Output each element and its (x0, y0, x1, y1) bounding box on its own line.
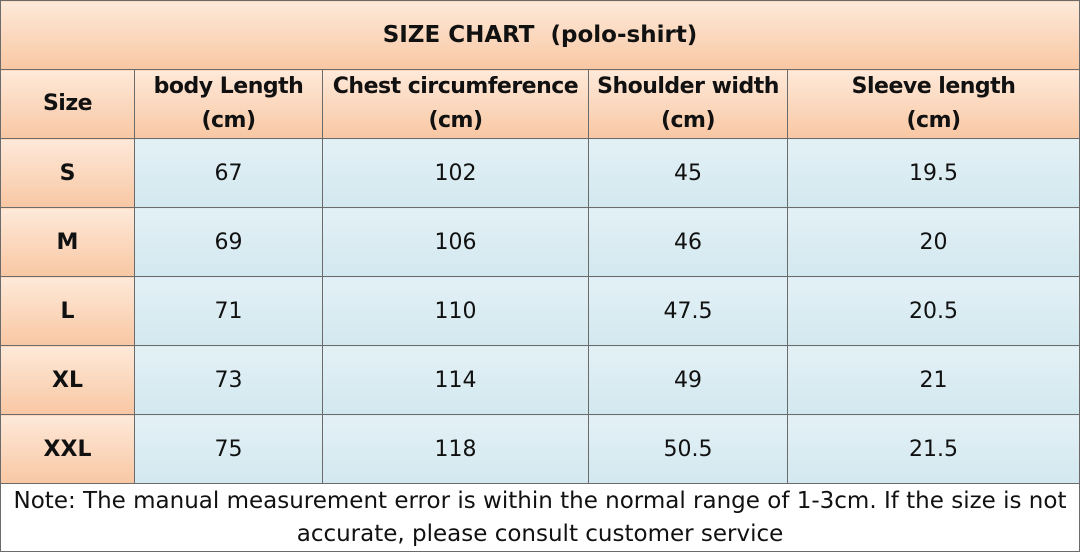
value-cell: 20.5 (786, 276, 1080, 346)
size-cell: XL (0, 345, 135, 415)
value-cell: 20 (786, 207, 1080, 277)
value-cell: 102 (322, 138, 589, 208)
note: Note: The manual measurement error is wi… (0, 483, 1080, 552)
value-cell: 110 (322, 276, 589, 346)
header-line: (cm) (906, 108, 961, 133)
size-cell: M (0, 207, 135, 277)
header-line: Size (42, 91, 93, 116)
value-cell: 69 (134, 207, 323, 277)
data-row: L 71 110 47.5 20.5 (0, 276, 1080, 346)
value-cell: 118 (322, 414, 589, 484)
header-line: (cm) (428, 108, 483, 133)
value-cell: 114 (322, 345, 589, 415)
size-cell: XXL (0, 414, 135, 484)
value-cell: 46 (588, 207, 788, 277)
value-cell: 71 (134, 276, 323, 346)
data-row: S 67 102 45 19.5 (0, 138, 1080, 208)
data-row: XXL 75 118 50.5 21.5 (0, 414, 1080, 484)
value-cell: 19.5 (786, 138, 1080, 208)
value-cell: 73 (134, 345, 323, 415)
value-cell: 106 (322, 207, 589, 277)
value-cell: 75 (134, 414, 323, 484)
value-cell: 47.5 (588, 276, 788, 346)
header-line: Chest circumference (332, 74, 579, 99)
header-cell: Size (0, 69, 135, 139)
value-cell: 67 (134, 138, 323, 208)
title: SIZE CHART (polo-shirt) (0, 0, 1080, 70)
data-row: M 69 106 46 20 (0, 207, 1080, 277)
data-row: XL 73 114 49 21 (0, 345, 1080, 415)
header-cell: Chest circumference (cm) (322, 69, 589, 139)
value-cell: 45 (588, 138, 788, 208)
header-row: Size body Length (cm) Chest circumference (c… (0, 69, 1080, 139)
header-line: Shoulder width (597, 74, 779, 99)
header-line: (cm) (201, 108, 256, 133)
note-row: Note: The manual measurement error is wi… (0, 483, 1080, 552)
header-line: (cm) (660, 108, 716, 133)
header-line: Sleeve length (851, 74, 1016, 99)
value-cell: 21.5 (786, 414, 1080, 484)
header-cell: Sleeve length (cm) (786, 69, 1080, 139)
value-cell: 21 (786, 345, 1080, 415)
value-cell: 50.5 (588, 414, 788, 484)
title-row: SIZE CHART (polo-shirt) (0, 0, 1080, 70)
header-cell: Shoulder width (cm) (588, 69, 788, 139)
value-cell: 49 (588, 345, 788, 415)
header-cell: body Length (cm) (134, 69, 323, 139)
size-cell: S (0, 138, 135, 208)
size-cell: L (0, 276, 135, 346)
header-line: body Length (153, 74, 304, 99)
